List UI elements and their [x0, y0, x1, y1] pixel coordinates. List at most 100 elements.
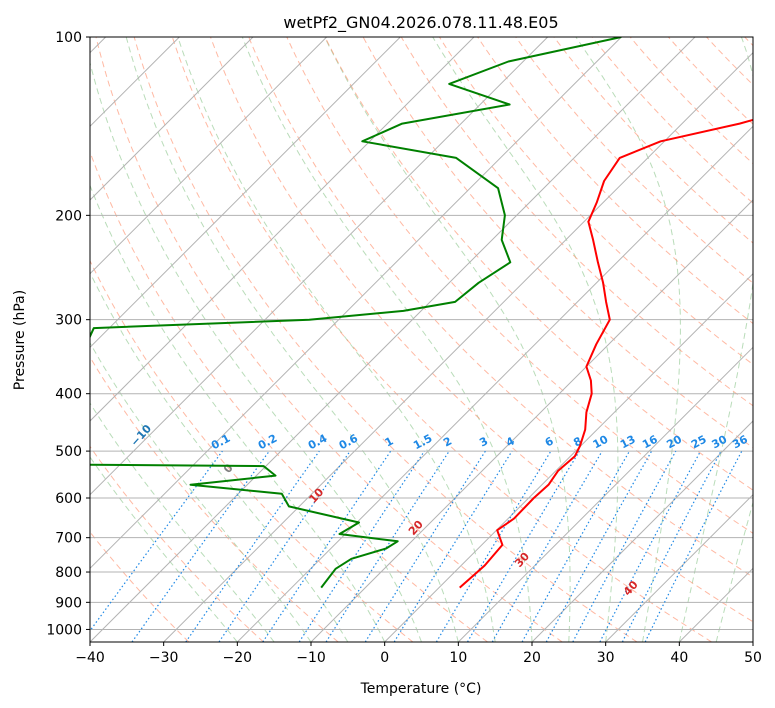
x-tick-label: −20: [223, 650, 253, 666]
dry-adiabat-line: [400, 37, 753, 407]
isotherms: [90, 37, 753, 642]
dry-adiabat-line: [95, 37, 563, 642]
mixing-ratio-line: [466, 450, 580, 642]
dry-adiabat-line: [171, 37, 712, 642]
mixing-ratio-line: [185, 450, 320, 642]
dry-adiabat-line: [248, 37, 753, 578]
dry-adiabat-line: [515, 37, 753, 284]
dry-adiabat-label: 30: [512, 550, 532, 570]
isotherm-line: [752, 641, 753, 642]
isotherm-line: [90, 37, 475, 422]
mixing-ratio-line: [298, 450, 425, 642]
y-tick-label: 700: [55, 531, 82, 547]
moist-adiabat-line: [324, 37, 571, 642]
isotherm-line: [457, 346, 753, 642]
isotherm-line: [163, 51, 753, 642]
chart-title: wetPf2_GN04.2026.078.11.48.E05: [283, 13, 558, 33]
mixing-ratio-label: 16: [640, 433, 660, 452]
isotherm-line: [236, 125, 753, 642]
dry-adiabats: [90, 37, 753, 642]
isotherm-line: [384, 272, 753, 642]
isotherm-line: [605, 493, 753, 642]
isotherm-line: [531, 420, 753, 642]
mixing-ratio-label: 0.2: [256, 432, 279, 453]
isotherm-line: [90, 37, 549, 496]
mixing-ratio-label: 1.5: [411, 432, 434, 453]
dry-adiabat-line: [477, 37, 753, 325]
mixing-ratio-line: [545, 450, 653, 642]
isotherm-line: [90, 37, 401, 349]
y-tick-label: 300: [55, 313, 82, 329]
mixing-ratio-label: 13: [618, 433, 638, 452]
dry-adiabat-line: [90, 531, 190, 642]
dry-adiabat-line: [591, 37, 753, 204]
isotherm-line: [90, 37, 622, 570]
dry-adiabat-label: 0: [221, 461, 236, 476]
dry-adiabat-line: [629, 37, 753, 165]
y-tick-label: 600: [55, 491, 82, 507]
dry-adiabat-line: [90, 150, 488, 642]
y-tick-label: 1000: [46, 622, 82, 638]
mixing-ratio-label: 1: [383, 434, 396, 449]
x-axis-ticks: −40 −30 −20 −10 0 10 20 30 40 50: [75, 642, 762, 666]
moist-adiabat-line: [125, 37, 459, 642]
moist-adiabats: [90, 37, 753, 642]
y-tick-label: 100: [55, 30, 82, 46]
dry-adiabat-line: [744, 37, 753, 47]
moist-adiabat-line: [241, 37, 533, 642]
moist-adiabat-line: [177, 37, 496, 642]
moist-adiabat-line: [90, 341, 312, 642]
y-tick-label: 900: [55, 595, 82, 611]
x-tick-label: −30: [149, 650, 179, 666]
dry-adiabat-line: [90, 259, 414, 642]
mixing-ratio-label: 25: [689, 433, 709, 452]
y-axis-ticks: 100 200 300 400 500 600 700 800 900 1000: [46, 30, 90, 638]
x-tick-label: 40: [670, 650, 688, 666]
moist-adiabat-line: [90, 402, 275, 642]
y-tick-label: 400: [55, 387, 82, 403]
x-tick-label: 0: [380, 650, 389, 666]
moist-adiabat-line: [90, 271, 349, 642]
mixing-ratio-line: [521, 450, 631, 642]
isotherm-line: [678, 567, 753, 642]
mixing-ratio-line: [491, 450, 603, 642]
moist-adiabat-line: [90, 184, 386, 642]
x-tick-label: 30: [597, 650, 615, 666]
dry-adiabat-line: [90, 445, 264, 642]
y-tick-label: 800: [55, 565, 82, 581]
x-tick-label: −10: [296, 650, 326, 666]
dry-adiabat-line: [324, 37, 753, 491]
mixing-ratio-line: [218, 450, 351, 642]
reference-line-labels: 0.10.20.40.611.52346810131620253036−100−…: [128, 422, 750, 598]
mixing-ratio-label: 36: [730, 433, 750, 452]
mixing-ratio-lines: [90, 450, 743, 642]
dry-adiabat-line: [553, 37, 753, 244]
y-tick-label: 200: [55, 208, 82, 224]
moist-adiabat-line: [575, 37, 681, 642]
moist-adiabat-line: [90, 60, 422, 642]
mixing-ratio-label: 0.4: [306, 432, 330, 453]
mixing-ratio-label: 10: [591, 433, 611, 452]
dry-adiabat-label: −10: [128, 422, 154, 449]
plot-frame: [89, 36, 754, 643]
x-tick-label: 10: [449, 650, 467, 666]
moist-adiabat-line: [678, 37, 753, 642]
isotherm-line: [90, 37, 696, 642]
mixing-ratio-label: 30: [710, 433, 730, 452]
plot-area: 0.10.20.40.611.52346810131620253036−100−…: [90, 37, 753, 642]
moist-adiabat-line: [90, 456, 238, 642]
x-axis-label: Temperature (°C): [360, 681, 482, 697]
mixing-ratio-line: [262, 450, 392, 642]
mixing-ratio-line: [364, 450, 486, 642]
isotherm-line: [90, 37, 254, 201]
y-tick-label: 500: [55, 444, 82, 460]
isotherm-line: [310, 199, 753, 642]
mixing-ratio-line: [572, 450, 677, 642]
isotherm-line: [90, 37, 328, 275]
moist-adiabat-line: [432, 37, 619, 642]
dry-adiabat-line: [210, 37, 753, 623]
x-tick-label: 50: [744, 650, 762, 666]
y-axis-label: Pressure (hPa): [12, 290, 28, 390]
mixing-ratio-label: 6: [543, 434, 556, 449]
